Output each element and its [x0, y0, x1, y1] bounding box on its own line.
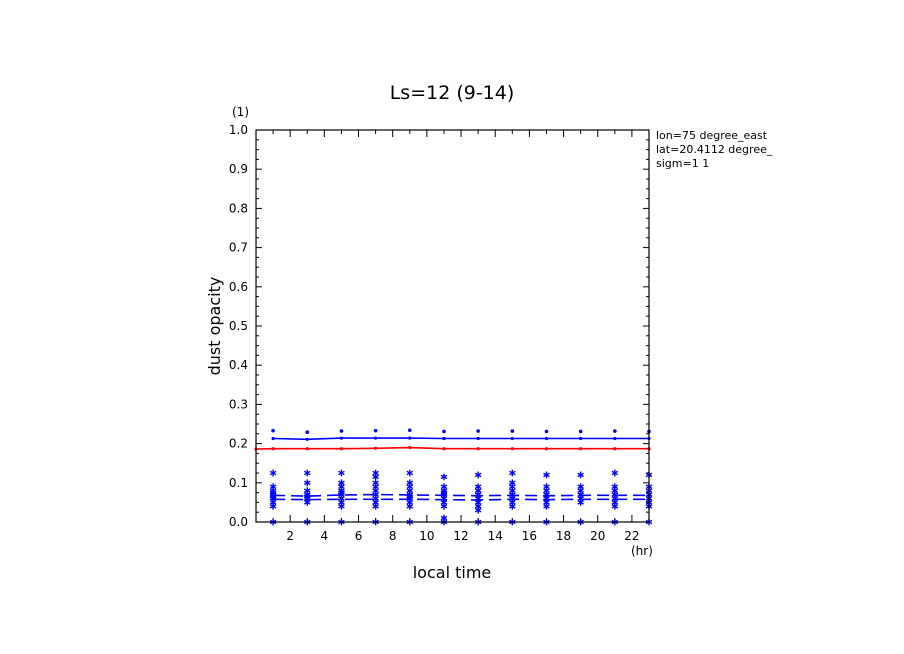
x-axis-label: local time — [413, 563, 492, 582]
scatter-point — [406, 469, 414, 477]
upper-marker — [476, 429, 480, 433]
scatter-point — [577, 483, 584, 491]
x-tick-label: 16 — [522, 529, 537, 543]
upper-marker — [271, 428, 275, 433]
scatter-point — [338, 469, 345, 477]
series-point-2 — [510, 447, 514, 451]
scatter-point — [440, 514, 448, 522]
x-tick-label: 4 — [321, 529, 329, 543]
series-point-2 — [476, 447, 480, 451]
series-point-2 — [305, 447, 309, 451]
upper-marker — [407, 428, 412, 433]
y-tick-label: 0.4 — [229, 358, 248, 372]
series-point-2 — [613, 447, 617, 451]
series-point-2 — [442, 447, 446, 451]
scatter-point — [611, 483, 619, 491]
series-line-4 — [273, 498, 649, 501]
x-unit-label: (hr) — [631, 544, 653, 558]
series-point-1 — [374, 436, 378, 440]
series-line-1 — [273, 437, 649, 441]
upper-marker — [442, 429, 446, 434]
series-point-2 — [579, 447, 583, 451]
scatter-point — [269, 483, 277, 491]
series-point-2 — [408, 445, 412, 450]
series-point-1 — [544, 436, 549, 441]
series-point-2 — [339, 447, 344, 451]
scatter-point — [440, 483, 448, 491]
series-point-1 — [579, 436, 583, 441]
y-unit-label: (1) — [232, 105, 249, 119]
scatter-point — [269, 469, 277, 477]
x-tick-label: 22 — [624, 529, 639, 543]
plot-frame — [255, 129, 650, 523]
scatter-point — [372, 479, 379, 487]
scatter-point — [577, 471, 584, 479]
scatter-point — [440, 473, 448, 481]
scatter-point — [338, 479, 345, 487]
scatter-point — [543, 483, 550, 491]
series-point-1 — [271, 436, 275, 441]
y-tick-label: 1.0 — [229, 123, 248, 137]
scatter-point — [474, 483, 482, 491]
scatter-point — [611, 469, 619, 477]
upper-marker — [305, 430, 310, 435]
series-point-1 — [476, 436, 480, 441]
series-point-1 — [408, 436, 412, 440]
plot-marks — [254, 428, 653, 526]
series-line-3 — [273, 493, 649, 497]
scatter-point — [372, 469, 379, 477]
y-tick-label: 0.7 — [229, 241, 248, 255]
upper-marker — [544, 429, 549, 434]
y-tick-label: 0.0 — [229, 515, 248, 529]
scatter-point — [406, 479, 414, 487]
info-lat: lat=20.4112 degree_ — [656, 143, 773, 156]
scatter-point — [509, 479, 516, 487]
scatter-point — [474, 471, 482, 479]
y-tick-label: 0.1 — [229, 476, 248, 490]
upper-marker — [373, 428, 378, 433]
x-tick-label: 20 — [590, 529, 605, 543]
info-lon: lon=75 degree_east — [656, 129, 768, 142]
upper-marker — [510, 429, 515, 433]
y-tick-label: 0.6 — [229, 280, 248, 294]
upper-marker — [613, 429, 617, 433]
series-point-1 — [442, 436, 446, 441]
series-point-2 — [374, 446, 378, 450]
x-tick-label: 6 — [355, 529, 363, 543]
scatter-point — [303, 487, 311, 495]
series-point-2 — [544, 447, 549, 451]
axis-ticks: 0.0 0.1 0.2 0.3 0.4 0.5 0.6 0.7 0.8 0.9 1.0 2 4 6 8 10 1… — [229, 123, 649, 543]
x-tick-label: 12 — [453, 529, 468, 543]
series-point-1 — [339, 436, 344, 440]
x-tick-label: 18 — [556, 529, 571, 543]
scatter-point — [543, 471, 550, 479]
info-sigm: sigm=1 1 — [656, 157, 709, 170]
series-line-2 — [255, 446, 649, 450]
x-tick-label: 14 — [488, 529, 503, 543]
x-tick-label: 10 — [419, 529, 434, 543]
y-tick-label: 0.5 — [229, 319, 248, 333]
chart-title: Ls=12 (9-14) — [390, 82, 515, 104]
y-tick-label: 0.8 — [229, 201, 248, 215]
x-tick-label: 8 — [389, 529, 397, 543]
scatter-point — [509, 469, 516, 477]
scatter-point — [303, 469, 311, 477]
y-axis-label: dust opacity — [205, 277, 224, 376]
y-tick-label: 0.3 — [229, 397, 248, 411]
upper-marker — [339, 429, 344, 433]
upper-marker — [578, 429, 583, 434]
series-point-1 — [613, 436, 617, 441]
x-tick-label: 2 — [286, 529, 294, 543]
scatter-point — [303, 479, 311, 487]
series-point-1 — [510, 436, 514, 441]
y-tick-label: 0.9 — [229, 162, 248, 176]
y-tick-label: 0.2 — [229, 437, 248, 451]
series-point-1 — [305, 437, 309, 441]
series-point-2 — [271, 447, 275, 451]
